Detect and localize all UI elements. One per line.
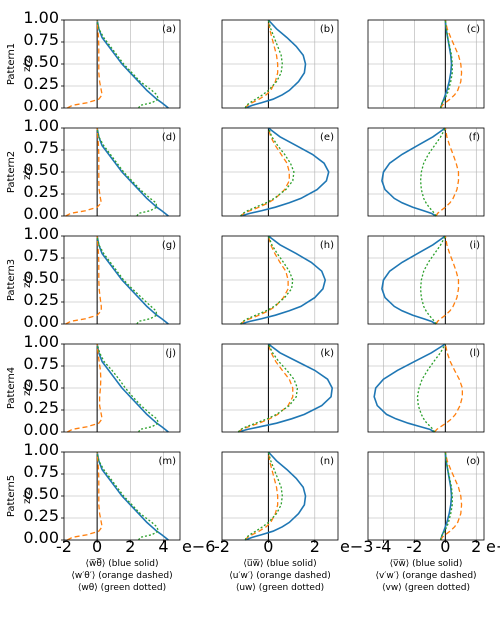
panel-letter: (g) bbox=[162, 240, 176, 251]
svg-text:e−3: e−3 bbox=[486, 537, 500, 556]
panel-0-2: (c) bbox=[368, 20, 484, 108]
ylabel: z/zi bbox=[22, 272, 34, 288]
legend-line: ⟨wθ⟩ (green dotted) bbox=[78, 583, 166, 593]
svg-text:Pattern5: Pattern5 bbox=[6, 475, 17, 517]
svg-text:2: 2 bbox=[471, 537, 481, 556]
figure-grid: 0.000.250.500.751.00z/ziPattern1(a)(b)(c… bbox=[0, 0, 500, 626]
panel-3-1: (k) bbox=[222, 344, 338, 432]
svg-text:1.00: 1.00 bbox=[23, 224, 59, 243]
svg-text:0.75: 0.75 bbox=[23, 462, 59, 481]
panel-2-1: (h) bbox=[222, 236, 338, 324]
panel-letter: (h) bbox=[320, 240, 334, 251]
svg-text:1.00: 1.00 bbox=[23, 440, 59, 459]
svg-text:0.75: 0.75 bbox=[23, 138, 59, 157]
svg-text:0.25: 0.25 bbox=[23, 290, 59, 309]
legend-line: ⟨u̅w̅⟩ (blue solid) bbox=[243, 559, 316, 569]
legend-line: ⟨u′w′⟩ (orange dashed) bbox=[229, 571, 330, 581]
svg-text:0: 0 bbox=[440, 537, 450, 556]
svg-text:0.00: 0.00 bbox=[23, 204, 59, 223]
svg-text:4: 4 bbox=[158, 537, 168, 556]
svg-text:0.25: 0.25 bbox=[23, 506, 59, 525]
legend-line: ⟨w′θ′⟩ (orange dashed) bbox=[71, 571, 172, 581]
panel-letter: (k) bbox=[320, 348, 334, 359]
legend-line: ⟨w̅θ̅⟩ (blue solid) bbox=[86, 557, 159, 569]
panel-4-0: 0.000.250.500.751.00z/ziPattern5-2024e−6… bbox=[6, 440, 215, 556]
panel-letter: (i) bbox=[469, 240, 480, 251]
svg-text:1.00: 1.00 bbox=[23, 332, 59, 351]
svg-text:0: 0 bbox=[263, 537, 273, 556]
panel-letter: (d) bbox=[162, 132, 176, 143]
panel-letter: (a) bbox=[162, 24, 176, 35]
svg-text:Pattern2: Pattern2 bbox=[6, 151, 17, 193]
panel-letter: (c) bbox=[467, 24, 480, 35]
panel-letter: (n) bbox=[320, 456, 334, 467]
ylabel: z/zi bbox=[22, 488, 34, 504]
svg-text:0.00: 0.00 bbox=[23, 528, 59, 547]
legend-line: ⟨uw⟩ (green dotted) bbox=[236, 583, 324, 593]
panel-4-1: -202e−3(n) bbox=[214, 452, 373, 556]
svg-text:-2: -2 bbox=[214, 537, 230, 556]
panel-3-0: 0.000.250.500.751.00z/ziPattern4(j) bbox=[6, 332, 180, 439]
legend-line: ⟨vw⟩ (green dotted) bbox=[382, 583, 470, 593]
svg-text:0.00: 0.00 bbox=[23, 420, 59, 439]
svg-text:0: 0 bbox=[92, 537, 102, 556]
panel-2-0: 0.000.250.500.751.00z/ziPattern3(g) bbox=[6, 224, 180, 331]
svg-text:Pattern4: Pattern4 bbox=[6, 367, 17, 409]
legend-line: ⟨v̅w̅⟩ (blue solid) bbox=[390, 559, 463, 569]
svg-text:2: 2 bbox=[125, 537, 135, 556]
panel-letter: (o) bbox=[466, 456, 480, 467]
ylabel: z/zi bbox=[22, 56, 34, 72]
svg-text:2: 2 bbox=[310, 537, 320, 556]
panel-1-1: (e) bbox=[222, 128, 338, 216]
panel-4-2: -4 -2 0 2 e−3 (o) bbox=[368, 452, 500, 556]
svg-text:0.75: 0.75 bbox=[23, 354, 59, 373]
panel-1-2: (f) bbox=[368, 128, 484, 216]
svg-text:1.00: 1.00 bbox=[23, 116, 59, 135]
svg-text:Pattern3: Pattern3 bbox=[6, 259, 17, 301]
svg-text:0.00: 0.00 bbox=[23, 96, 59, 115]
legend-line: ⟨v′w′⟩ (orange dashed) bbox=[375, 571, 476, 581]
svg-text:-2: -2 bbox=[406, 537, 422, 556]
panel-2-2: (i) bbox=[368, 236, 484, 324]
svg-text:0.75: 0.75 bbox=[23, 246, 59, 265]
svg-text:0.75: 0.75 bbox=[23, 30, 59, 49]
svg-text:0.25: 0.25 bbox=[23, 74, 59, 93]
ylabel: z/zi bbox=[22, 380, 34, 396]
panel-letter: (f) bbox=[469, 132, 480, 143]
svg-text:1.00: 1.00 bbox=[23, 8, 59, 27]
svg-text:Pattern1: Pattern1 bbox=[6, 43, 17, 85]
panel-letter: (b) bbox=[320, 24, 334, 35]
panel-letter: (m) bbox=[158, 456, 176, 467]
panel-letter: (j) bbox=[165, 348, 176, 359]
svg-text:-4: -4 bbox=[375, 537, 391, 556]
svg-text:e−6: e−6 bbox=[182, 537, 215, 556]
svg-text:-2: -2 bbox=[56, 537, 72, 556]
panel-0-1: (b) bbox=[222, 20, 338, 108]
panel-1-0: 0.000.250.500.751.00z/ziPattern2(d) bbox=[6, 116, 180, 223]
panel-letter: (l) bbox=[469, 348, 480, 359]
svg-text:0.00: 0.00 bbox=[23, 312, 59, 331]
panel-letter: (e) bbox=[320, 132, 334, 143]
svg-text:0.25: 0.25 bbox=[23, 182, 59, 201]
ylabel: z/zi bbox=[22, 164, 34, 180]
panel-3-2: (l) bbox=[368, 344, 484, 432]
svg-text:0.25: 0.25 bbox=[23, 398, 59, 417]
panel-0-0: 0.000.250.500.751.00z/ziPattern1(a) bbox=[6, 8, 180, 115]
